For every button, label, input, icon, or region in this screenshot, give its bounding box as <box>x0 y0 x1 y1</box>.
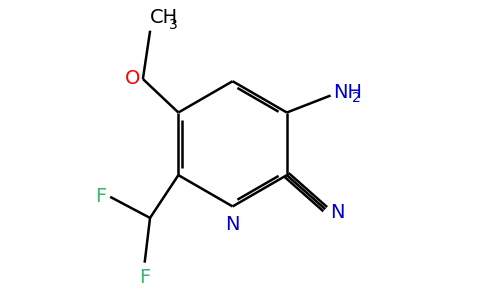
Text: N: N <box>330 203 345 223</box>
Text: F: F <box>95 187 106 206</box>
Text: 2: 2 <box>352 91 361 105</box>
Text: CH: CH <box>150 8 178 27</box>
Text: 3: 3 <box>169 18 178 32</box>
Text: NH: NH <box>333 83 362 103</box>
Text: O: O <box>125 70 140 88</box>
Text: F: F <box>139 268 150 287</box>
Text: N: N <box>226 214 240 234</box>
